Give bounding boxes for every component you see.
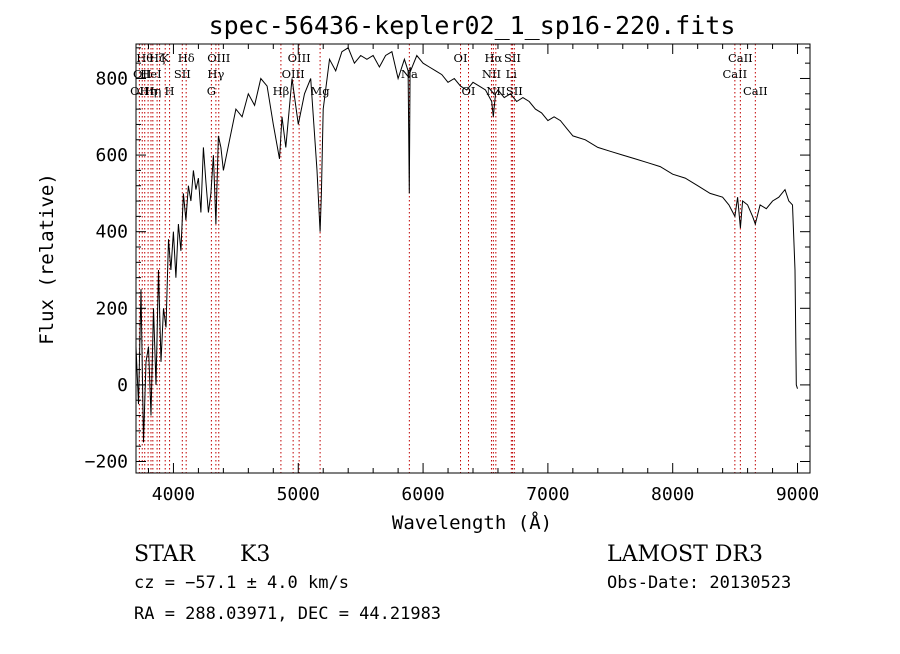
line-label-11: Hδ xyxy=(178,51,195,65)
x-tick-label-5000: 5000 xyxy=(277,484,320,505)
line-label-30: CaII xyxy=(743,84,768,98)
y-tick-label--200: −200 xyxy=(85,452,128,473)
line-label-6: Hζ xyxy=(149,51,165,65)
y-tick-label-200: 200 xyxy=(95,298,128,319)
line-label-10: SII xyxy=(174,67,191,81)
chart-title: spec-56436-kepler02_1_sp16-220.fits xyxy=(209,11,736,40)
line-label-23: Hα xyxy=(484,51,502,65)
line-label-19: Na xyxy=(401,67,418,81)
line-label-1: OII xyxy=(133,67,152,81)
x-tick-label-9000: 9000 xyxy=(776,484,819,505)
line-label-25: Li xyxy=(506,67,518,81)
line-label-5: Hη xyxy=(144,84,161,98)
line-label-20: OI xyxy=(454,51,468,65)
line-label-22: NII xyxy=(482,67,501,81)
line-label-29: CaII xyxy=(728,51,753,65)
y-tick-label-600: 600 xyxy=(95,145,128,166)
line-label-15: Hβ xyxy=(273,84,290,98)
redshift-info: cz = −57.1 ± 4.0 km/s xyxy=(134,573,349,593)
line-labels: OII OII Hθ Hη HeI Hη HζK H SII Hδ G Hγ OIII Hβ OIII OII… xyxy=(130,51,768,98)
line-label-18: Mg xyxy=(311,84,331,98)
plot-frame xyxy=(135,43,811,474)
line-label-27: SII xyxy=(506,84,523,98)
x-axis-label: Wavelength (Å) xyxy=(392,511,552,534)
object-subclass: K3 xyxy=(240,542,270,567)
y-tick-label-800: 800 xyxy=(95,68,128,89)
x-tick-label-4000: 4000 xyxy=(152,484,195,505)
x-tick-label-8000: 8000 xyxy=(651,484,694,505)
object-class: STAR xyxy=(134,542,196,567)
y-tick-label-0: 0 xyxy=(117,375,128,396)
coordinates-info: RA = 288.03971, DEC = 44.21983 xyxy=(134,604,441,624)
line-label-9: H xyxy=(165,84,175,98)
line-label-28: CaII xyxy=(722,67,747,81)
line-label-21: OI xyxy=(462,84,476,98)
line-label-4: HeI xyxy=(140,67,161,81)
x-axis: 4000 5000 6000 7000 8000 9000 xyxy=(147,44,819,505)
y-axis-label: Flux (relative) xyxy=(36,173,58,345)
x-tick-label-6000: 6000 xyxy=(401,484,444,505)
survey-name: LAMOST DR3 xyxy=(607,542,763,567)
line-markers xyxy=(138,44,756,473)
x-tick-label-7000: 7000 xyxy=(526,484,569,505)
line-label-0: OII xyxy=(130,84,149,98)
y-axis: −200 0 200 400 600 800 xyxy=(85,47,810,473)
observation-date: Obs-Date: 20130523 xyxy=(607,573,791,593)
line-label-17: OIII xyxy=(288,51,311,65)
line-label-8: K xyxy=(161,51,170,65)
line-label-12: G xyxy=(207,84,216,98)
line-label-26: SII xyxy=(504,51,521,65)
y-tick-label-400: 400 xyxy=(95,222,128,243)
line-label-16: OIII xyxy=(282,67,305,81)
line-label-3: Hη xyxy=(140,84,157,98)
spectrum-line xyxy=(135,47,798,443)
line-label-13: Hγ xyxy=(207,67,224,81)
line-label-14: OIII xyxy=(207,51,230,65)
line-label-2: Hθ xyxy=(136,51,153,65)
line-label-24: NII xyxy=(486,84,505,98)
